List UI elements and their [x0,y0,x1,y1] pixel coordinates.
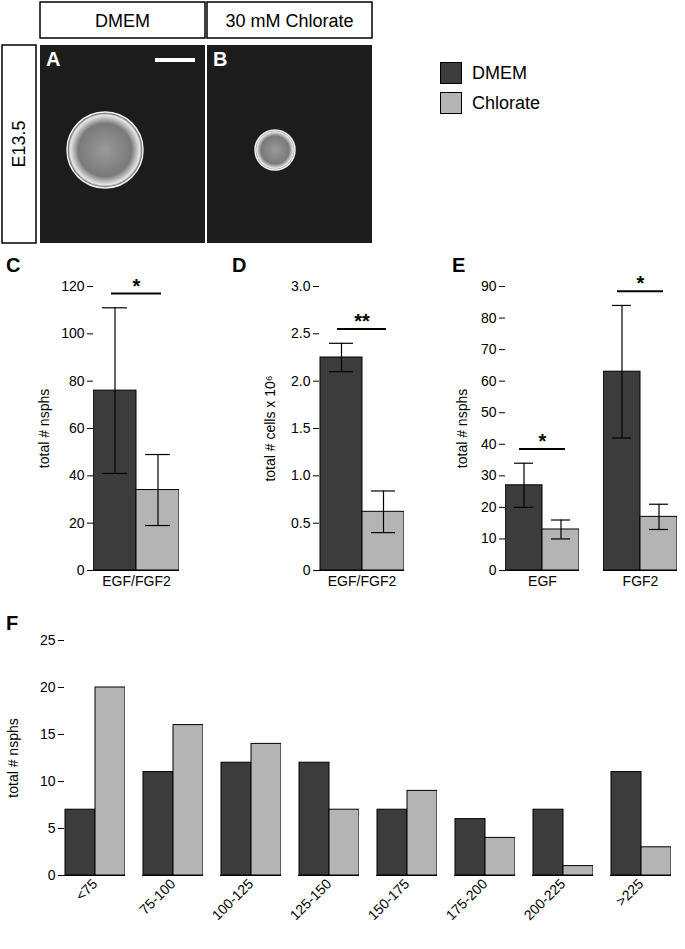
svg-text:10: 10 [481,530,497,546]
svg-text:total # cells x 10⁶: total # cells x 10⁶ [262,375,278,481]
svg-text:3.0: 3.0 [291,278,311,294]
svg-text:40: 40 [481,436,497,452]
svg-text:70: 70 [481,341,497,357]
svg-text:*: * [133,275,141,297]
svg-text:A: A [46,48,60,70]
svg-text:25: 25 [40,632,56,648]
svg-text:5: 5 [48,820,56,836]
html-text:C: C [6,254,21,276]
svg-text:2.0: 2.0 [291,373,311,389]
svg-text:40: 40 [69,467,85,483]
svg-text:EGF: EGF [528,573,557,589]
svg-text:175-200: 175-200 [443,875,491,923]
svg-text:60: 60 [481,373,497,389]
svg-text:total # nsphs: total # nsphs [36,389,52,468]
svg-text:10: 10 [40,773,56,789]
html-text:Chlorate: Chlorate [472,92,540,113]
svg-text:total # nsphs: total # nsphs [5,718,21,797]
svg-text:100: 100 [61,325,85,341]
svg-text:80: 80 [481,310,497,326]
svg-text:EGF/FGF2: EGF/FGF2 [102,573,171,589]
svg-text:50: 50 [481,404,497,420]
svg-text:20: 20 [481,499,497,515]
svg-text:60: 60 [69,420,85,436]
svg-text:120: 120 [61,278,85,294]
svg-text:DMEM: DMEM [95,11,150,31]
svg-text:*: * [637,272,645,294]
svg-text:20: 20 [69,515,85,531]
svg-text:2.5: 2.5 [291,325,311,341]
svg-text:80: 80 [69,373,85,389]
html-text:F: F [6,612,19,634]
svg-text:0: 0 [77,562,85,578]
svg-text:200-225: 200-225 [521,875,569,923]
html-text:DMEM: DMEM [472,62,527,83]
svg-text:30: 30 [481,467,497,483]
svg-text:**: ** [354,310,370,332]
svg-text:E13.5: E13.5 [9,120,29,167]
svg-text:0: 0 [48,867,56,883]
svg-text:0: 0 [489,562,497,578]
svg-text:125-150: 125-150 [287,875,335,923]
svg-text:0: 0 [303,562,311,578]
svg-text:*: * [539,430,547,452]
svg-text:30 mM Chlorate: 30 mM Chlorate [225,11,353,31]
svg-text:>225: >225 [613,875,647,909]
svg-text:75-100: 75-100 [136,875,178,917]
svg-text:EGF/FGF2: EGF/FGF2 [328,573,397,589]
svg-text:1.0: 1.0 [291,467,311,483]
svg-text:100-125: 100-125 [209,875,257,923]
html-text:D: D [232,254,247,276]
svg-text:total # nsphs: total # nsphs [454,389,470,468]
svg-text:15: 15 [40,726,56,742]
svg-text:1.5: 1.5 [291,420,311,436]
html-text:E: E [452,254,466,276]
svg-text:90: 90 [481,278,497,294]
svg-text:20: 20 [40,679,56,695]
svg-text:<75: <75 [72,875,100,903]
svg-text:150-175: 150-175 [365,875,413,923]
svg-text:FGF2: FGF2 [623,573,659,589]
svg-text:0.5: 0.5 [291,515,311,531]
svg-text:B: B [213,48,227,70]
